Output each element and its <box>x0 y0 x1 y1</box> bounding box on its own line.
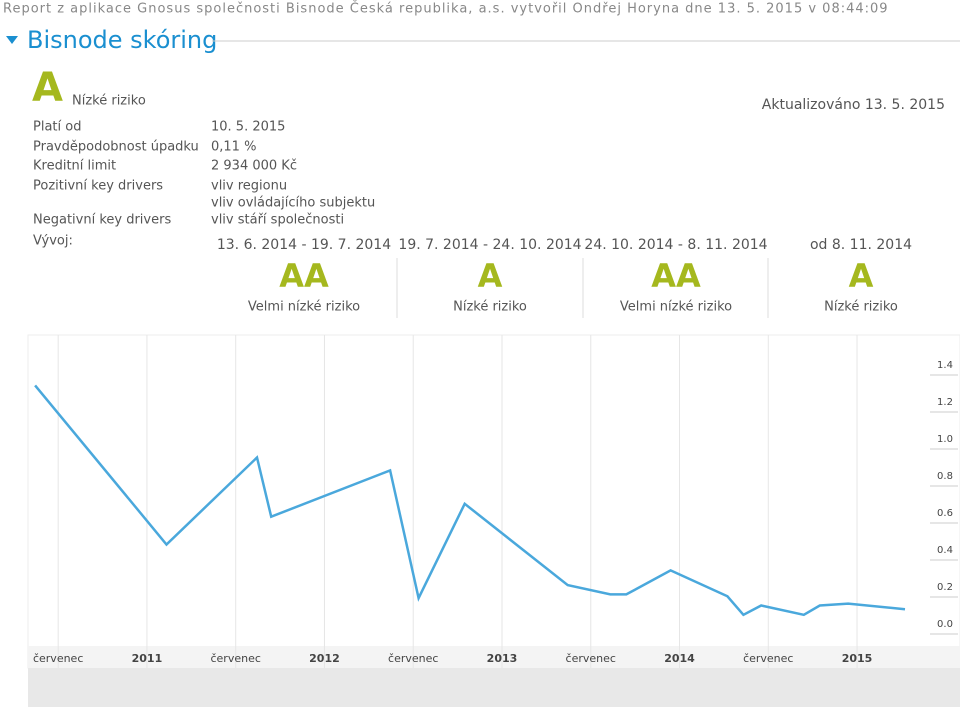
period-grade: AA <box>279 257 329 295</box>
y-tick-label: 0.0 <box>937 619 953 630</box>
detail-value: 0,11 % <box>211 140 256 155</box>
series-line <box>34 384 906 617</box>
y-tick-label: 1.4 <box>937 360 953 371</box>
y-tick-label: 1.2 <box>937 397 953 408</box>
x-tick-label: 2012 <box>309 652 340 665</box>
period-grade: A <box>478 257 503 295</box>
period-label: Nízké riziko <box>453 300 527 315</box>
x-tick-label: 2013 <box>487 652 518 665</box>
chart: červenec 2011 červenec 2012 červenec 2013 červ… <box>33 335 958 668</box>
period: 13. 6. 2014 - 19. 7. 2014 <box>217 237 391 253</box>
rating-label: Nízké riziko <box>72 94 146 109</box>
rating-grade: A <box>32 65 63 111</box>
x-tick-label: červenec <box>33 652 83 665</box>
chart-area <box>27 334 960 669</box>
report-header: Report z aplikace Gnosus společnosti Bis… <box>3 1 889 17</box>
collapse-icon[interactable] <box>6 36 18 44</box>
details: Platí od 10. 5. 2015 Pravděpodobnost úpadk… <box>33 120 375 228</box>
y-tick-label: 0.8 <box>937 471 953 482</box>
x-tick-label: 2015 <box>842 652 873 665</box>
period-grade: AA <box>651 257 701 295</box>
period-label: Velmi nízké riziko <box>620 300 732 315</box>
history-label: Vývoj: <box>33 234 73 249</box>
x-tick-label: červenec <box>210 652 260 665</box>
x-tick-label: červenec <box>566 652 616 665</box>
y-tick-label: 0.6 <box>937 508 953 519</box>
period-grade: A <box>849 257 874 295</box>
detail-label: Platí od <box>33 120 81 135</box>
detail-label: Negativní key drivers <box>33 213 171 228</box>
detail-label: Kreditní limit <box>33 159 116 174</box>
detail-value: vliv stáří společnosti <box>211 213 344 228</box>
navigator <box>28 668 960 707</box>
y-tick-label: 1.0 <box>937 434 953 445</box>
period: 24. 10. 2014 - 8. 11. 2014 <box>584 237 767 253</box>
axis-band <box>28 646 960 668</box>
detail-value: vliv regionu <box>211 179 287 194</box>
period-label: Velmi nízké riziko <box>248 300 360 315</box>
section-title[interactable]: Bisnode skóring <box>27 26 217 54</box>
x-tick-label: 2014 <box>664 652 695 665</box>
y-tick-label: 0.2 <box>937 582 953 593</box>
detail-value: 10. 5. 2015 <box>211 120 285 135</box>
y-tick-label: 0.4 <box>937 545 953 556</box>
detail-value: vliv ovládajícího subjektu <box>211 196 375 211</box>
detail-label: Pozitivní key drivers <box>33 179 163 194</box>
period: od 8. 11. 2014 <box>810 237 912 253</box>
period: 19. 7. 2014 - 24. 10. 2014 <box>398 237 581 253</box>
detail-label: Pravděpodobnost úpadku <box>33 140 199 155</box>
detail-value: 2 934 000 Kč <box>211 159 297 174</box>
x-tick-label: červenec <box>388 652 438 665</box>
x-tick-label: červenec <box>743 652 793 665</box>
updated: Aktualizováno 13. 5. 2015 <box>762 97 945 113</box>
period-label: Nízké riziko <box>824 300 898 315</box>
x-tick-label: 2011 <box>132 652 163 665</box>
